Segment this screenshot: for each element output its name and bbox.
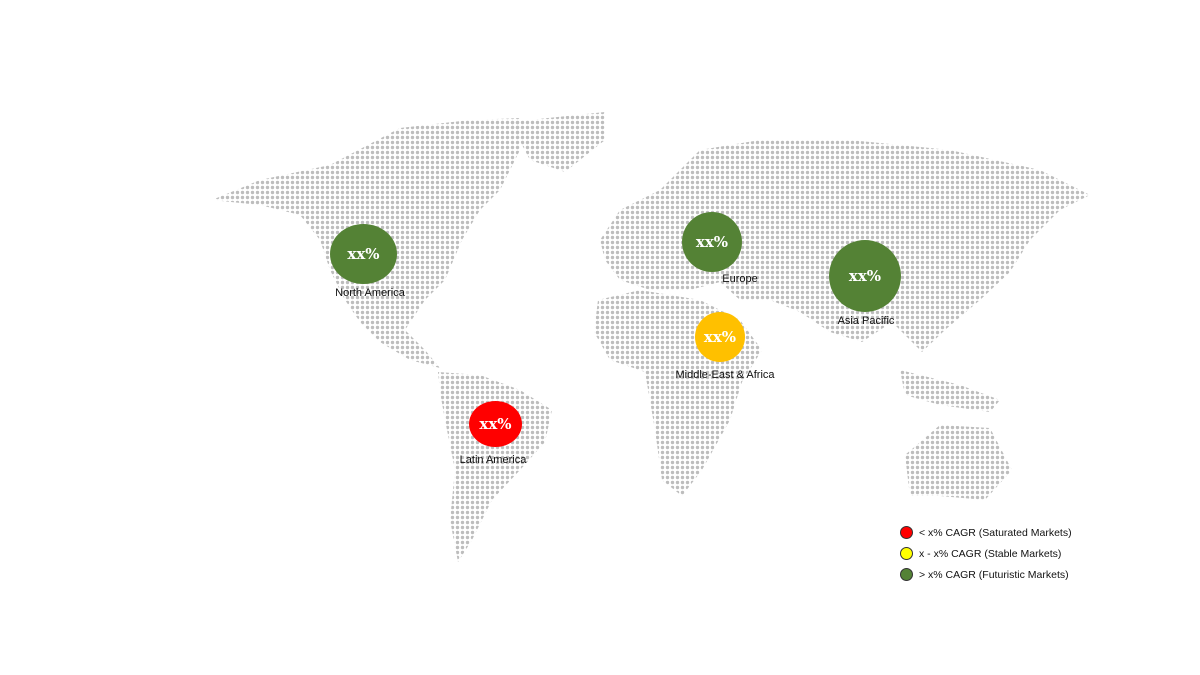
australia-landmass [905,425,1012,500]
legend-label: < x% CAGR (Saturated Markets) [919,526,1072,539]
yellow-dot-icon [900,547,913,560]
label-north-america: North America [335,287,405,299]
label-middle-east-africa: Middle-East & Africa [675,369,775,381]
greenland-landmass [510,112,605,172]
legend-item-futuristic: > x% CAGR (Futuristic Markets) [900,564,1072,585]
bubble-asia-pacific: xx% [829,240,901,312]
legend-item-saturated: < x% CAGR (Saturated Markets) [900,522,1072,543]
south-america-landmass [438,372,552,562]
label-asia-pacific: Asia Pacific [837,315,895,327]
label-europe: Europe [722,273,758,285]
bubble-value: xx% [347,245,380,263]
bubble-value: xx% [703,328,737,346]
red-dot-icon [900,526,913,539]
bubble-value: xx% [848,267,882,285]
legend-label: > x% CAGR (Futuristic Markets) [919,568,1069,581]
bubble-value: xx% [479,415,512,433]
legend: < x% CAGR (Saturated Markets) x - x% CAG… [900,522,1072,585]
bubble-latin-america: xx% [469,401,522,447]
bubble-middle-east-africa: xx% [695,312,745,362]
bubble-value: xx% [695,233,729,251]
bubble-north-america: xx% [330,224,397,284]
label-latin-america: Latin America [459,454,527,466]
bubble-europe: xx% [682,212,742,272]
legend-item-stable: x - x% CAGR (Stable Markets) [900,543,1072,564]
southeast-asia-islands [900,370,1000,412]
green-dot-icon [900,568,913,581]
legend-label: x - x% CAGR (Stable Markets) [919,547,1062,560]
